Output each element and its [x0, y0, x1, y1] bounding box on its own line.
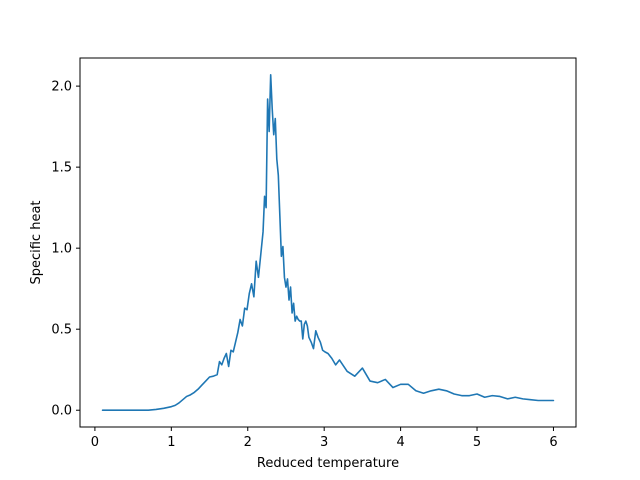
- x-tick-label: 1: [167, 435, 175, 450]
- y-tick-label: 1.5: [51, 161, 72, 176]
- x-tick-label: 6: [549, 435, 557, 450]
- x-tick-label: 0: [91, 435, 99, 450]
- x-tick-label: 2: [244, 435, 252, 450]
- y-axis: 0.0 0.5 1.0 1.5 2.0: [51, 80, 80, 419]
- x-axis-label: Reduced temperature: [257, 456, 399, 471]
- y-axis-label: Specific heat: [29, 200, 44, 284]
- x-tick-label: 5: [473, 435, 481, 450]
- y-tick-label: 0.0: [51, 404, 72, 419]
- axes-frame: [79, 57, 577, 428]
- x-tick-label: 3: [320, 435, 328, 450]
- y-tick-label: 1.0: [51, 242, 72, 257]
- x-tick-label: 4: [396, 435, 404, 450]
- plot-area: [101, 73, 555, 412]
- x-axis: 0 1 2 3 4 5 6: [91, 427, 558, 450]
- series-line-0: [101, 73, 555, 412]
- y-tick-label: 0.5: [51, 323, 72, 338]
- y-tick-label: 2.0: [51, 80, 72, 95]
